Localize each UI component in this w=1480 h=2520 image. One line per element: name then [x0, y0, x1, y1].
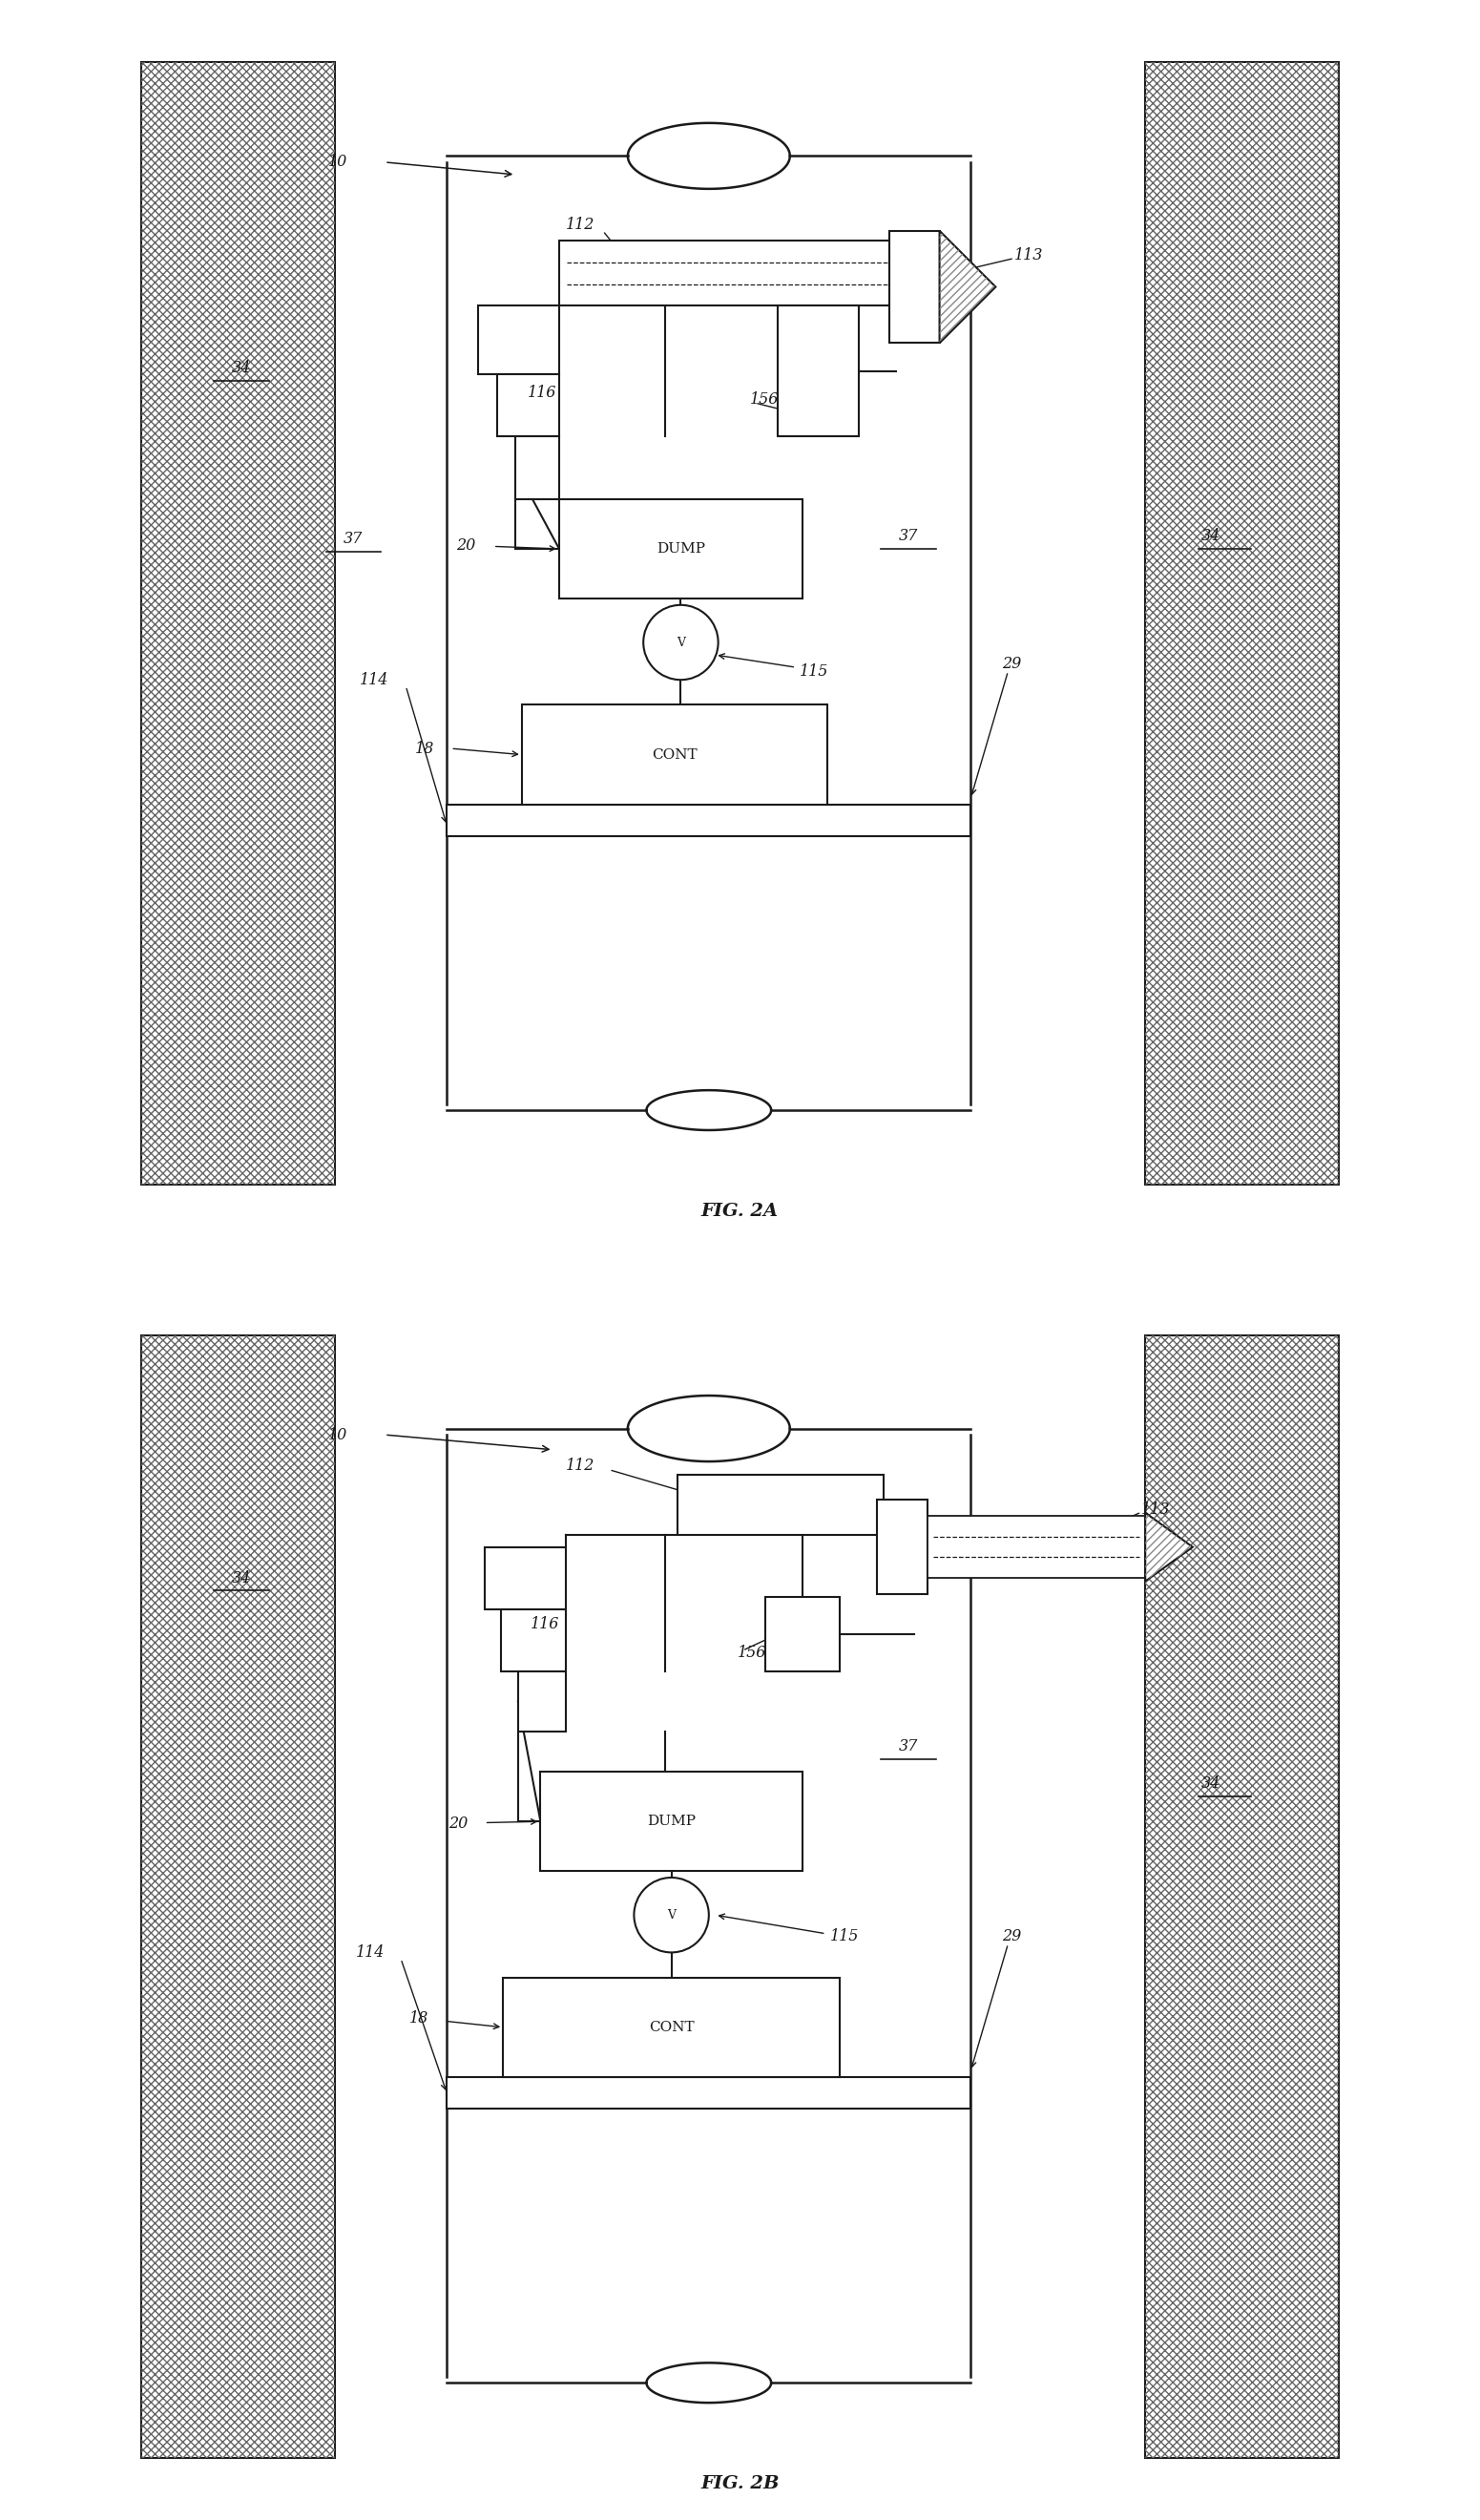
Circle shape: [644, 605, 718, 680]
Text: 114: 114: [360, 673, 388, 688]
Text: 10: 10: [329, 1426, 348, 1444]
Text: 114: 114: [355, 1945, 385, 1961]
Bar: [142, 63, 334, 1184]
Text: FIG. 2B: FIG. 2B: [700, 2475, 780, 2492]
Text: 29: 29: [1002, 1928, 1021, 1945]
Text: 113: 113: [1141, 1502, 1171, 1517]
Bar: [478, 305, 559, 373]
Circle shape: [633, 1877, 709, 1953]
Bar: [540, 1772, 802, 1872]
Text: 10: 10: [329, 154, 348, 171]
Text: 156: 156: [750, 391, 778, 408]
Polygon shape: [1146, 1512, 1193, 1583]
Bar: [559, 499, 802, 600]
Text: 116: 116: [530, 1615, 559, 1633]
Text: 115: 115: [830, 1928, 858, 1945]
Text: V: V: [676, 635, 685, 648]
Text: 37: 37: [898, 1739, 918, 1754]
Bar: [447, 804, 971, 837]
Bar: [678, 1474, 884, 1535]
Bar: [777, 305, 858, 436]
Text: 20: 20: [448, 1817, 468, 1832]
Text: 37: 37: [898, 529, 918, 544]
Text: 156: 156: [737, 1646, 767, 1661]
Text: 116: 116: [528, 386, 556, 401]
Bar: [765, 1598, 839, 1671]
Text: V: V: [667, 1908, 676, 1920]
Text: 112: 112: [565, 217, 595, 232]
Bar: [497, 373, 559, 436]
Text: 29: 29: [1002, 655, 1021, 673]
Polygon shape: [940, 232, 996, 343]
Text: 37: 37: [343, 532, 363, 547]
Text: 18: 18: [416, 741, 435, 756]
Bar: [142, 63, 334, 1184]
Bar: [889, 232, 940, 343]
Bar: [484, 1547, 565, 1610]
Bar: [1146, 1336, 1338, 2457]
Bar: [522, 706, 827, 804]
Bar: [559, 242, 895, 305]
Bar: [500, 1610, 565, 1671]
Bar: [503, 1978, 839, 2076]
Text: 18: 18: [408, 2011, 428, 2026]
Text: 115: 115: [799, 663, 829, 680]
Bar: [1146, 63, 1338, 1184]
Text: DUMP: DUMP: [657, 542, 704, 554]
Bar: [447, 2076, 971, 2109]
Text: 112: 112: [565, 1459, 595, 1474]
Text: 34: 34: [231, 1570, 252, 1585]
Text: CONT: CONT: [648, 2021, 694, 2034]
Text: 34: 34: [231, 360, 252, 375]
Text: DUMP: DUMP: [647, 1814, 696, 1827]
Text: 34: 34: [1202, 1777, 1221, 1792]
Text: 34: 34: [1202, 529, 1221, 544]
Bar: [1146, 1336, 1338, 2457]
Bar: [142, 1336, 334, 2457]
Bar: [142, 1336, 334, 2457]
Bar: [515, 436, 559, 499]
Text: CONT: CONT: [651, 748, 697, 761]
Bar: [926, 1517, 1146, 1578]
Bar: [1146, 63, 1338, 1184]
Text: 20: 20: [456, 537, 475, 554]
Text: 113: 113: [1014, 247, 1043, 265]
Text: FIG. 2A: FIG. 2A: [702, 1202, 778, 1220]
Bar: [878, 1499, 926, 1595]
Bar: [518, 1671, 565, 1731]
